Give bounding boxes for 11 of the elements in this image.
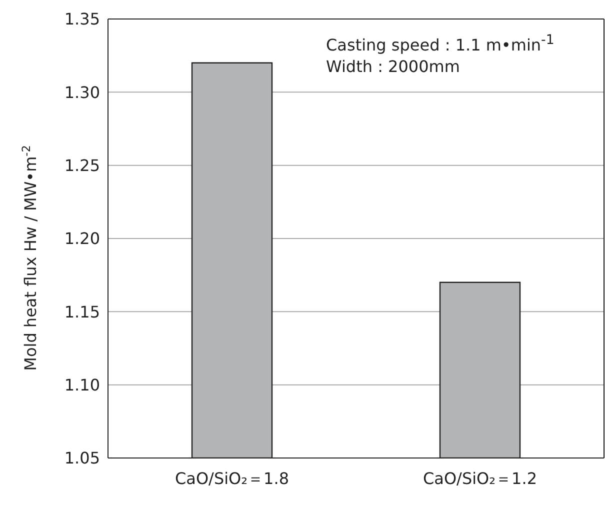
y-tick-label: 1.25 (64, 156, 100, 176)
y-tick-label: 1.10 (64, 376, 100, 395)
annotation: Width : 2000mm (326, 56, 461, 78)
y-tick-label: 1.20 (64, 229, 100, 248)
annotation: Casting speed : 1.1 m•min$^{-1}$ (326, 32, 554, 56)
x-tick-label: CaO/SiO₂＝1.2 (422, 469, 538, 488)
y-tick-label: 1.30 (64, 82, 100, 102)
y-tick-label: 1.05 (64, 448, 100, 468)
y-tick-label: 1.15 (64, 302, 100, 322)
y-tick-label: 1.35 (64, 10, 100, 29)
x-tick-label: CaO/SiO₂＝1.8 (174, 469, 290, 488)
